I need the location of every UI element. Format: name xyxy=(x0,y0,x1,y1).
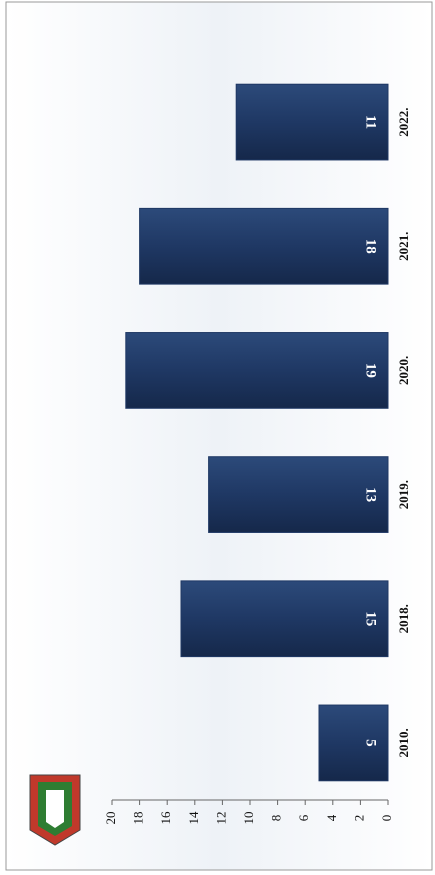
bar xyxy=(139,207,389,285)
bar xyxy=(318,704,389,782)
data-label: 5 xyxy=(363,739,379,747)
x-tick-label: 2019. xyxy=(396,480,411,509)
y-tick-label: 20 xyxy=(103,812,118,825)
bar xyxy=(125,332,389,409)
data-label: 19 xyxy=(363,363,379,378)
y-tick-label: 18 xyxy=(131,812,146,825)
data-label: 11 xyxy=(363,115,379,129)
data-label: 15 xyxy=(363,611,379,626)
bar xyxy=(208,456,389,533)
data-label: 18 xyxy=(363,239,379,254)
bar xyxy=(235,83,389,161)
y-tick-label: 2 xyxy=(351,815,366,822)
y-tick-label: 12 xyxy=(213,812,228,825)
y-tick-label: 14 xyxy=(186,811,201,825)
x-tick-label: 2010. xyxy=(396,728,411,757)
x-tick-label: 2020. xyxy=(396,356,411,385)
y-tick-label: 4 xyxy=(324,814,339,821)
x-tick-label: 2018. xyxy=(396,604,411,633)
y-tick-label: 16 xyxy=(158,811,173,825)
x-tick-label: 2022. xyxy=(396,107,411,136)
data-label: 13 xyxy=(363,487,379,502)
y-tick-label: 8 xyxy=(269,815,284,822)
logo xyxy=(29,774,81,846)
x-tick-label: 2021. xyxy=(396,232,411,261)
y-tick-label: 10 xyxy=(241,812,256,825)
bar xyxy=(180,580,389,658)
y-tick-label: 6 xyxy=(296,814,311,821)
y-tick-label: 0 xyxy=(379,815,394,822)
